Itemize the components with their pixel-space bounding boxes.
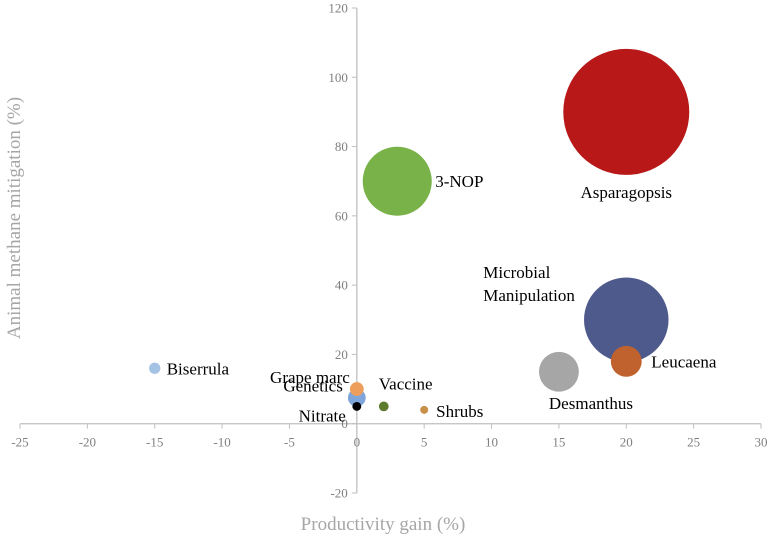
x-tick-label: -20 — [79, 435, 96, 450]
y-tick-label: 60 — [335, 208, 348, 223]
y-tick-label: 80 — [335, 139, 348, 154]
label-shrubs: Shrubs — [436, 402, 483, 421]
y-tick-label: 120 — [328, 1, 348, 16]
label-asparagopsis: Asparagopsis — [580, 183, 672, 202]
bubble-shrubs — [420, 405, 429, 414]
label-biserrula: Biserrula — [167, 359, 230, 378]
label-desmanthus: Desmanthus — [549, 394, 633, 413]
axes: -25 -20 -15 -10 -5 0 5 10 15 20 25 30 -20 0 20 40 60 80 10… — [11, 1, 767, 501]
x-tick-label: 5 — [421, 435, 428, 450]
x-tick-label: 15 — [552, 435, 565, 450]
x-tick-label: 20 — [620, 435, 633, 450]
bubble-3-nop — [362, 146, 432, 216]
x-tick-label: -15 — [146, 435, 163, 450]
x-tick-label: -10 — [213, 435, 230, 450]
x-tick-label: 10 — [485, 435, 498, 450]
bubble-leucaena — [610, 345, 642, 377]
bubble-desmanthus — [538, 351, 579, 392]
bubble-nitrate — [352, 401, 362, 411]
y-tick-label: -20 — [330, 486, 347, 501]
bubble-vaccine — [378, 401, 389, 412]
y-tick-label: 0 — [341, 416, 348, 431]
x-tick-label: 0 — [354, 435, 361, 450]
label-genetics: Genetics — [283, 377, 342, 396]
y-tick-label: 20 — [335, 347, 348, 362]
y-tick-label: 40 — [335, 278, 348, 293]
x-tick-label: -5 — [284, 435, 295, 450]
label-leucaena: Leucaena — [651, 352, 717, 371]
y-tick-label: 100 — [328, 70, 348, 85]
label-3-nop: 3-NOP — [435, 172, 483, 191]
label-microbial-manipulation: Microbial Manipulation — [483, 263, 575, 305]
x-tick-label: 30 — [755, 435, 768, 450]
bubble-asparagopsis — [563, 48, 690, 175]
label-vaccine: Vaccine — [379, 374, 433, 393]
x-tick-label: -25 — [11, 435, 28, 450]
x-axis-title: Productivity gain (%) — [301, 514, 466, 535]
bubble-grape-marc — [349, 382, 364, 396]
x-tick-label: 25 — [687, 435, 700, 450]
point-labels: Asparagopsis 3-NOP Microbial Manipulation Le… — [167, 172, 717, 425]
bubble-microbial-manipulation — [584, 277, 669, 363]
y-axis-title: Animal methane mitigation (%) — [4, 97, 25, 339]
label-nitrate: Nitrate — [299, 406, 346, 425]
bubbles — [149, 48, 690, 414]
label-grape-marc: Grape marc — [270, 368, 350, 387]
bubble-biserrula — [149, 362, 161, 374]
